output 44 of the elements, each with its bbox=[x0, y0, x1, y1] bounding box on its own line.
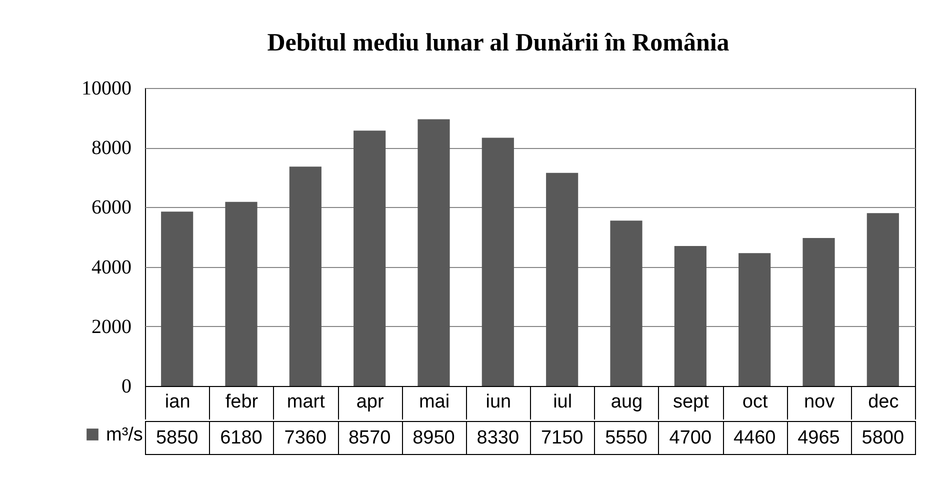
x-tick-label: apr bbox=[356, 392, 384, 412]
x-tick-label: ian bbox=[164, 392, 190, 412]
bar bbox=[546, 172, 578, 386]
bar bbox=[802, 238, 835, 386]
chart-title: Debitul mediu lunar al Dunării în România bbox=[267, 30, 730, 56]
bar bbox=[161, 212, 194, 386]
x-tick-label: mart bbox=[286, 392, 326, 412]
bar bbox=[866, 213, 899, 386]
bar bbox=[738, 253, 771, 386]
y-tick-label: 4000 bbox=[92, 256, 132, 278]
data-label: 7150 bbox=[540, 428, 584, 448]
x-tick-label: iul bbox=[553, 392, 572, 412]
y-tick-label: 0 bbox=[122, 376, 132, 398]
y-tick-label: 10000 bbox=[82, 78, 132, 100]
x-tick-label: aug bbox=[610, 392, 643, 412]
x-tick-label: mai bbox=[418, 392, 450, 412]
x-tick-label: sept bbox=[672, 392, 710, 412]
bar bbox=[289, 166, 322, 386]
data-label: 5850 bbox=[156, 428, 198, 448]
y-tick-label: 2000 bbox=[92, 316, 132, 338]
bar bbox=[674, 246, 706, 386]
data-label: 8570 bbox=[348, 428, 391, 448]
x-tick-label: oct bbox=[742, 392, 768, 412]
bar bbox=[418, 119, 450, 386]
bar bbox=[610, 220, 642, 386]
x-tick-label: iun bbox=[486, 392, 512, 412]
data-label: 8950 bbox=[412, 428, 455, 448]
x-tick-label: febr bbox=[225, 392, 259, 412]
y-tick-label: 8000 bbox=[92, 137, 132, 160]
data-label: 6180 bbox=[220, 428, 262, 448]
x-tick-label: nov bbox=[804, 392, 836, 412]
bar bbox=[482, 138, 514, 386]
data-label: 4965 bbox=[798, 428, 840, 448]
bar bbox=[354, 130, 386, 386]
data-label: 4700 bbox=[669, 428, 712, 448]
data-label: 5800 bbox=[862, 428, 904, 448]
y-tick-label: 6000 bbox=[92, 196, 132, 219]
data-label: 7360 bbox=[284, 428, 327, 448]
bar bbox=[225, 202, 258, 386]
x-tick-label: dec bbox=[868, 392, 899, 412]
data-label: 5550 bbox=[605, 428, 648, 448]
data-label: 8330 bbox=[476, 428, 520, 448]
data-label: 4460 bbox=[733, 428, 776, 448]
legend-label: m³/s bbox=[106, 424, 143, 446]
